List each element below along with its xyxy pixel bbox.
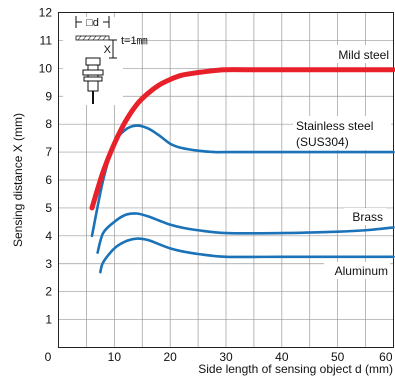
series-line-brass — [96, 212, 395, 254]
series-label-stainless-steel-grade: (SUS304) — [296, 135, 349, 149]
series-label-stainless-steel: Stainless steel — [296, 119, 373, 133]
series-lines — [89, 67, 395, 274]
inset-hatch-6 — [102, 35, 107, 41]
x-tick-label: 10 — [108, 350, 122, 364]
inset-sensor-head — [85, 57, 101, 66]
x-axis-ticks: 0 10 20 30 40 50 60 — [45, 350, 393, 364]
inset-hatch-4 — [92, 35, 97, 41]
y-tick-label: 4 — [45, 229, 52, 243]
inset-hatch-1 — [77, 35, 82, 41]
inset-sensor-nut-lower — [83, 76, 103, 82]
x-tick-label: 60 — [379, 350, 393, 364]
series-line-mild-steel — [89, 67, 395, 211]
inset-thickness-label: t=1㎜ — [121, 35, 148, 47]
x-tick-label: 40 — [275, 350, 289, 364]
inset-hatch-3 — [87, 35, 92, 41]
series-label-bg-mild-steel — [323, 45, 391, 63]
x-tick-label: 0 — [45, 350, 52, 364]
y-tick-label: 8 — [45, 117, 52, 131]
inset-sensor-nut — [82, 69, 104, 76]
y-tick-label: 1 — [45, 313, 52, 327]
x-tick-label: 20 — [163, 350, 177, 364]
inset-hatch-5 — [97, 35, 102, 41]
y-tick-label: 2 — [45, 285, 52, 299]
y-tick-label: 10 — [39, 61, 53, 75]
y-tick-label: 3 — [45, 257, 52, 271]
y-tick-label: 12 — [39, 6, 53, 20]
series-label-bg-aluminum — [324, 262, 390, 279]
inset-hatch-2 — [82, 35, 87, 41]
x-axis-title: Side length of sensing object d (mm) — [198, 362, 393, 376]
y-tick-label: 7 — [45, 145, 52, 159]
sensor-inset-diagram: □d t=1㎜ X — [63, 16, 148, 105]
series-label-aluminum: Aluminum — [335, 264, 388, 278]
y-axis-title: Sensing distance X (mm) — [11, 113, 25, 247]
y-tick-label: 5 — [45, 201, 52, 215]
plot-frame — [58, 12, 394, 348]
x-tick-label: 30 — [219, 350, 233, 364]
series-line-aluminum — [99, 237, 395, 274]
y-tick-label: 9 — [45, 89, 52, 103]
y-tick-label: 11 — [40, 33, 53, 47]
inset-distance-label: X — [104, 44, 112, 56]
series-label-mild-steel: Mild steel — [338, 48, 389, 62]
inset-side-label: □d — [86, 17, 99, 29]
y-tick-label: 6 — [45, 173, 52, 187]
x-tick-label: 50 — [331, 350, 345, 364]
series-label-bg-brass — [344, 208, 386, 225]
inset-target-plate — [75, 35, 110, 41]
series-label-brass: Brass — [352, 210, 383, 224]
series-label-bg-stainless-steel — [293, 116, 391, 150]
